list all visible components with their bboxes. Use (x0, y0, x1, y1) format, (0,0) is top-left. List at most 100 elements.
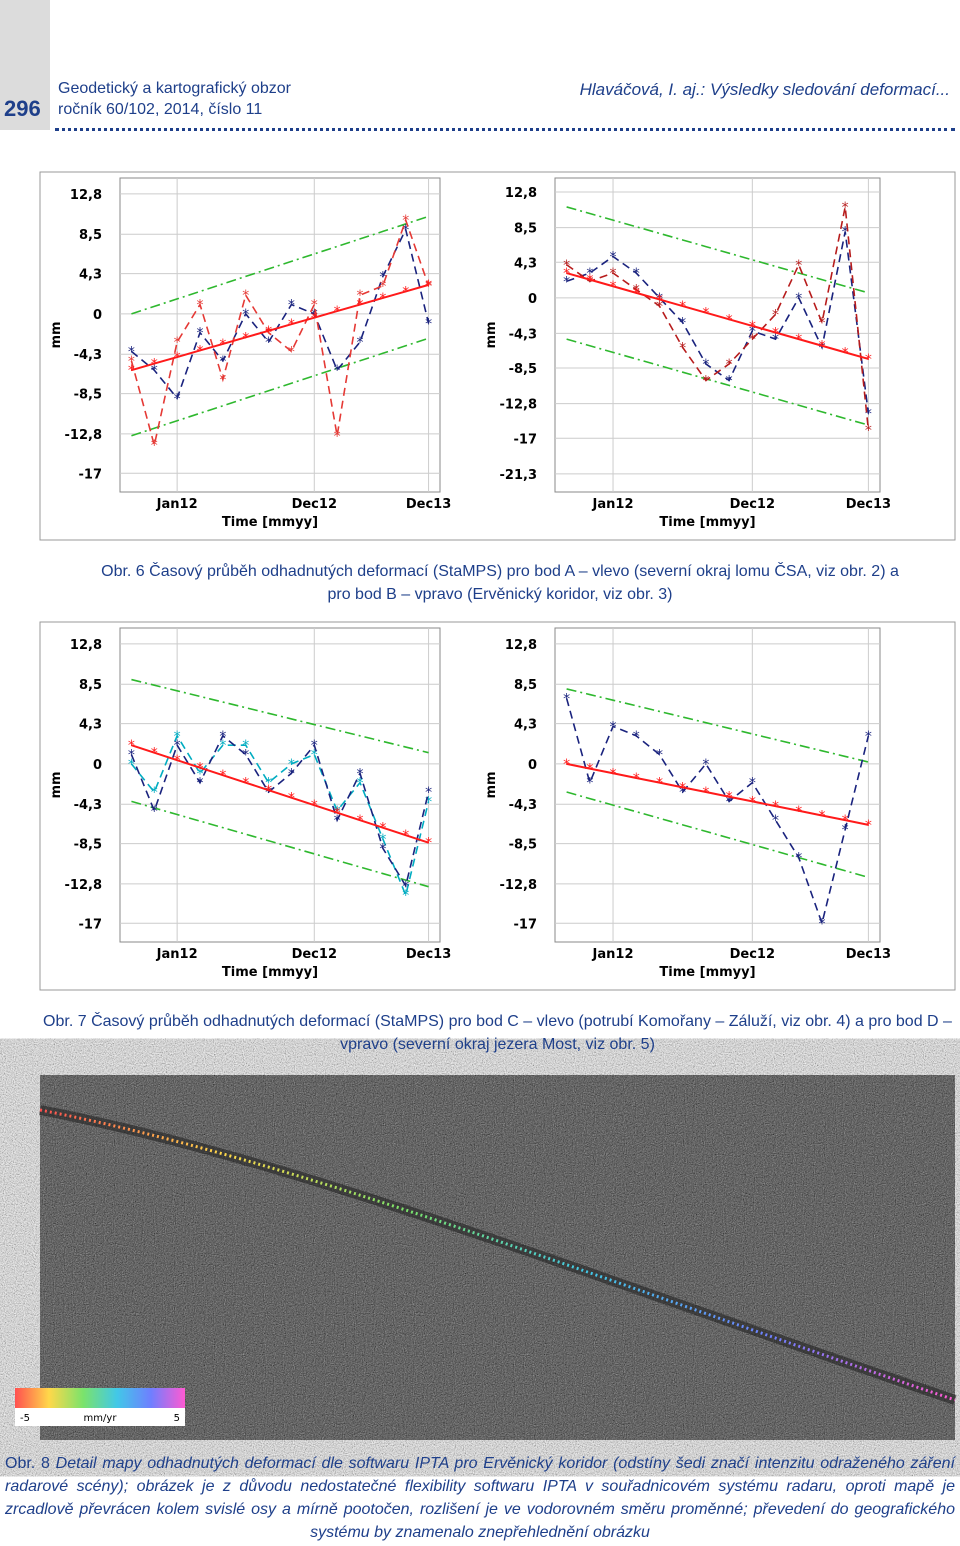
y-tick-label: 4,3 (514, 718, 537, 733)
data-point: * (425, 316, 432, 332)
x-tick-label: Dec13 (846, 497, 891, 512)
data-point: * (749, 332, 756, 348)
data-point: * (311, 798, 318, 814)
data-point: * (818, 808, 825, 824)
data-point: * (842, 225, 849, 241)
x-tick-label: Jan12 (156, 947, 198, 962)
data-point: * (288, 766, 295, 782)
data-point: * (311, 298, 318, 314)
data-point: * (151, 363, 158, 379)
data-point: * (795, 258, 802, 274)
data-point: * (425, 785, 432, 801)
data-point: * (242, 748, 249, 764)
data-point: * (842, 345, 849, 361)
data-point: * (633, 729, 640, 745)
y-tick-label: 8,5 (79, 228, 102, 243)
data-point: * (702, 757, 709, 773)
data-point: * (128, 748, 135, 764)
data-point: * (842, 823, 849, 839)
map-texture (40, 1075, 955, 1440)
data-point: * (842, 200, 849, 216)
color-scale-box (15, 1408, 185, 1426)
x-tick-label: Dec13 (406, 947, 451, 962)
y-tick-label: -21,3 (500, 468, 537, 483)
figure-frame (39, 171, 956, 541)
data-point: * (197, 766, 204, 782)
y-tick-label: -4,3 (509, 798, 537, 813)
y-tick-label: -8,5 (74, 838, 102, 853)
scale-unit: mm/yr (84, 1413, 118, 1424)
data-point: * (865, 729, 872, 745)
plot-area (554, 627, 881, 943)
data-point: * (865, 423, 872, 439)
y-tick-label: -4,3 (74, 798, 102, 813)
data-point: * (402, 223, 409, 239)
caption-text: Detail mapy odhadnutých deformací dle so… (5, 1455, 955, 1541)
data-point: * (128, 344, 135, 360)
plot-area (119, 627, 441, 943)
y-tick-label: 4,3 (79, 718, 102, 733)
color-scale (15, 1388, 185, 1408)
journal: Geodetický a kartografický obzor (58, 80, 291, 97)
data-point: * (586, 762, 593, 778)
data-point: * (288, 791, 295, 807)
data-point: * (174, 729, 181, 745)
data-point: * (402, 213, 409, 229)
data-point: * (586, 273, 593, 289)
map-deformation-points (39, 1108, 956, 1402)
data-point: * (288, 317, 295, 333)
data-point: * (379, 291, 386, 307)
data-point: * (219, 354, 226, 370)
series-line (566, 762, 869, 826)
caption-label: Obr. 6 (101, 563, 145, 580)
y-tick-label: -8,5 (509, 362, 537, 377)
figure-frame (39, 621, 956, 991)
data-point: * (563, 691, 570, 707)
x-tick-label: Jan12 (156, 497, 198, 512)
data-point: * (379, 841, 386, 857)
x-tick-label: Dec12 (292, 497, 337, 512)
y-tick-label: -12,8 (65, 428, 102, 443)
data-point: * (865, 352, 872, 368)
caption: Obr. 8 Detail mapy odhadnutých deformací… (5, 1452, 955, 1544)
data-point: * (174, 350, 181, 366)
data-point: * (197, 326, 204, 342)
data-point: * (772, 332, 779, 348)
y-tick-label: -4,3 (509, 327, 537, 342)
data-point: * (726, 312, 733, 328)
y-tick-label: 8,5 (514, 678, 537, 693)
x-axis-label: Time [mmyy] (659, 515, 755, 530)
data-point: * (402, 888, 409, 904)
series-line (566, 791, 869, 879)
data-point: * (151, 804, 158, 820)
data-point: * (357, 288, 364, 304)
data-point: * (795, 804, 802, 820)
data-point: * (425, 836, 432, 852)
data-point: * (633, 266, 640, 282)
series-line (566, 206, 869, 294)
plot-area (554, 177, 881, 493)
y-tick-label: 4,3 (514, 256, 537, 271)
data-point: * (679, 299, 686, 315)
data-point: * (656, 299, 663, 315)
data-point: * (357, 776, 364, 792)
y-tick-label: 8,5 (514, 222, 537, 237)
data-point: * (586, 266, 593, 282)
page-number: 296 (4, 96, 41, 121)
data-point: * (633, 771, 640, 787)
y-tick-label: -8,5 (74, 388, 102, 403)
data-point: * (795, 291, 802, 307)
data-point: * (379, 832, 386, 848)
data-point: * (772, 326, 779, 342)
x-axis-label: Time [mmyy] (659, 965, 755, 980)
series-line (566, 338, 869, 426)
data-point: * (749, 324, 756, 340)
x-tick-label: Dec12 (730, 947, 775, 962)
data-point: * (265, 785, 272, 801)
caption-text: Časový průběh odhadnutých deformací (Sta… (91, 1013, 952, 1053)
caption-label: Obr. 7 (43, 1013, 87, 1030)
caption-text: Časový průběh odhadnutých deformací (Sta… (149, 563, 899, 603)
data-point: * (610, 279, 617, 295)
data-point: * (128, 363, 135, 379)
data-point: * (151, 357, 158, 373)
